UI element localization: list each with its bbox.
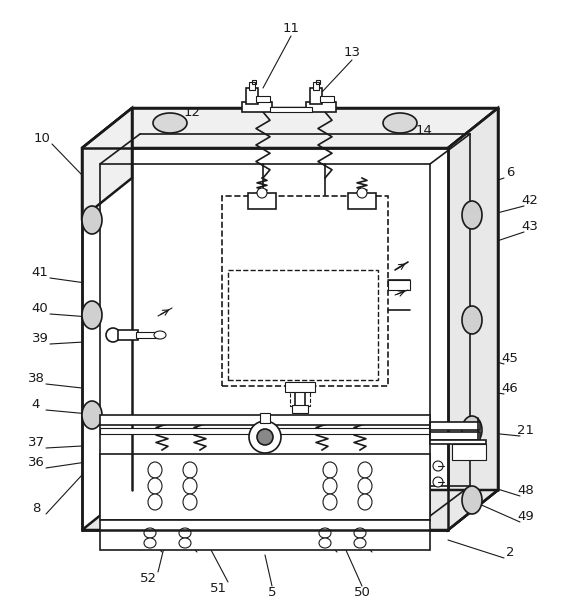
Bar — [452, 444, 486, 460]
Ellipse shape — [319, 528, 331, 538]
Polygon shape — [448, 108, 498, 530]
Text: 2: 2 — [506, 546, 514, 558]
Ellipse shape — [144, 538, 156, 548]
Bar — [292, 405, 308, 413]
Ellipse shape — [354, 538, 366, 548]
Bar — [100, 428, 430, 434]
Ellipse shape — [462, 416, 482, 444]
Ellipse shape — [462, 486, 482, 514]
Ellipse shape — [183, 462, 197, 478]
Ellipse shape — [153, 113, 187, 133]
Ellipse shape — [183, 494, 197, 510]
Text: 38: 38 — [27, 371, 44, 384]
Circle shape — [257, 429, 273, 445]
Text: 4: 4 — [32, 397, 40, 411]
Polygon shape — [82, 108, 498, 148]
Text: 11: 11 — [282, 21, 300, 34]
Text: 12: 12 — [183, 105, 201, 118]
Ellipse shape — [323, 462, 337, 478]
Text: 40: 40 — [31, 302, 48, 314]
Ellipse shape — [358, 462, 372, 478]
Bar — [430, 432, 480, 440]
Ellipse shape — [319, 538, 331, 548]
Ellipse shape — [82, 401, 102, 429]
Bar — [249, 82, 255, 90]
Circle shape — [357, 188, 367, 198]
Text: 37: 37 — [27, 435, 44, 449]
Bar — [246, 88, 258, 104]
Text: 45: 45 — [502, 351, 519, 365]
Text: 13: 13 — [343, 45, 360, 58]
Ellipse shape — [148, 462, 162, 478]
Polygon shape — [82, 490, 498, 530]
Text: 6: 6 — [506, 166, 514, 178]
Bar — [100, 415, 430, 425]
Text: 52: 52 — [140, 571, 157, 585]
Circle shape — [106, 328, 120, 342]
Ellipse shape — [358, 494, 372, 510]
Text: 43: 43 — [521, 219, 538, 232]
Polygon shape — [82, 108, 132, 218]
Bar — [430, 422, 480, 430]
Ellipse shape — [358, 478, 372, 494]
Ellipse shape — [323, 478, 337, 494]
Text: 21: 21 — [517, 424, 534, 436]
Ellipse shape — [462, 306, 482, 334]
Text: 51: 51 — [210, 582, 226, 595]
Bar — [316, 80, 320, 84]
Ellipse shape — [323, 494, 337, 510]
Bar — [136, 332, 158, 338]
Ellipse shape — [82, 301, 102, 329]
Text: 49: 49 — [517, 509, 534, 522]
Bar — [252, 80, 256, 84]
Bar — [310, 88, 322, 104]
Bar — [256, 96, 270, 102]
Bar — [285, 382, 315, 392]
Text: 41: 41 — [31, 265, 48, 278]
Ellipse shape — [383, 113, 417, 133]
Ellipse shape — [179, 528, 191, 538]
Ellipse shape — [179, 538, 191, 548]
Bar — [313, 82, 319, 90]
Ellipse shape — [148, 494, 162, 510]
Text: 42: 42 — [521, 194, 538, 207]
Ellipse shape — [144, 528, 156, 538]
Bar — [388, 280, 410, 290]
Text: 48: 48 — [517, 484, 534, 497]
Text: 39: 39 — [31, 332, 48, 345]
Ellipse shape — [82, 206, 102, 234]
Bar — [242, 102, 272, 112]
Ellipse shape — [354, 528, 366, 538]
Circle shape — [257, 188, 267, 198]
Ellipse shape — [462, 201, 482, 229]
Ellipse shape — [148, 478, 162, 494]
Circle shape — [249, 421, 281, 453]
Circle shape — [433, 477, 443, 487]
Bar — [248, 193, 276, 209]
Text: 14: 14 — [416, 123, 432, 137]
Bar — [306, 102, 336, 112]
Text: 8: 8 — [32, 501, 40, 514]
Polygon shape — [82, 148, 448, 530]
Text: 46: 46 — [502, 381, 519, 395]
Circle shape — [433, 461, 443, 471]
Text: 36: 36 — [27, 455, 44, 468]
Bar — [348, 193, 376, 209]
Text: 5: 5 — [268, 585, 276, 598]
Bar — [100, 520, 430, 550]
Bar — [222, 196, 388, 386]
Bar — [430, 440, 486, 444]
Bar — [270, 107, 312, 112]
Bar — [320, 96, 334, 102]
Bar — [100, 454, 430, 520]
Bar — [228, 270, 378, 380]
Bar — [260, 413, 270, 423]
Ellipse shape — [154, 331, 166, 339]
Text: 10: 10 — [34, 132, 51, 145]
Bar — [100, 164, 430, 516]
Ellipse shape — [183, 478, 197, 494]
Bar — [118, 330, 138, 340]
Bar — [290, 390, 310, 406]
Text: 50: 50 — [353, 585, 370, 598]
